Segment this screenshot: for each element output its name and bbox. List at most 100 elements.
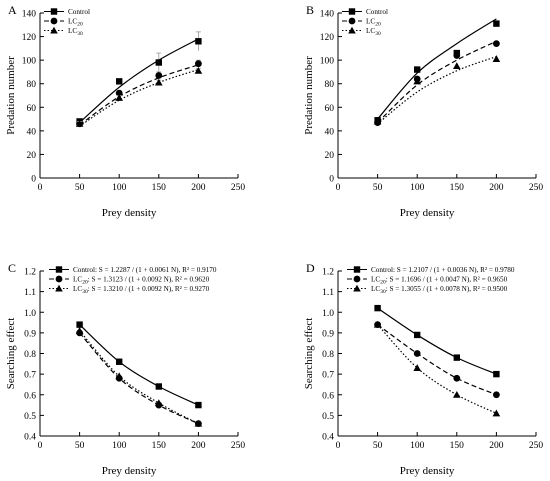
data-point <box>493 370 500 378</box>
series-lc30 <box>373 55 501 125</box>
panel-letter: B <box>306 3 314 17</box>
x-tick-label: 100 <box>410 183 425 193</box>
x-tick-label: 50 <box>75 183 85 193</box>
series-line <box>377 40 497 124</box>
legend-label: LC20 <box>68 18 83 28</box>
series-lc20 <box>76 329 202 428</box>
legend-entry: LC20: S = 1.1696 / (1 + 0.0047 N), R² = … <box>347 276 508 286</box>
legend-entry: LC30: S = 1.3055 / (1 + 0.0078 N), R² = … <box>347 284 508 295</box>
x-tick-label: 250 <box>231 183 246 193</box>
y-tick-label: 1.0 <box>322 309 334 319</box>
y-tick-label: 0.8 <box>24 350 36 360</box>
panel-A: A 0 50 100 150 200 250 0 20 40 60 80 100 120 140 Prey d… <box>5 3 245 219</box>
legend-label: Control <box>68 8 90 16</box>
x-axis-label: Prey density <box>400 207 455 219</box>
data-point <box>453 52 461 59</box>
y-tick-label: 40 <box>27 127 37 137</box>
y-tick-label: 0 <box>31 175 36 185</box>
y-tick-label: 0.9 <box>322 329 334 339</box>
data-point <box>374 304 381 312</box>
panel-C: C 0 50 100 150 200 250 0.4 0.5 0.6 0.7 0.8 0.9 1.0 1.1… <box>5 261 245 477</box>
data-point <box>492 409 501 417</box>
x-tick-label: 0 <box>336 183 341 193</box>
y-tick-label: 120 <box>22 33 37 43</box>
legend-entry: Control <box>44 8 90 16</box>
y-tick-label: 1.2 <box>24 268 36 278</box>
legend-entry: LC20: S = 1.3123 / (1 + 0.0092 N), R² = … <box>49 276 210 286</box>
data-point <box>116 78 123 85</box>
data-point <box>75 327 84 334</box>
y-tick-label: 120 <box>320 33 335 43</box>
data-point <box>75 119 84 127</box>
series-line <box>79 330 199 425</box>
y-tick-label: 80 <box>325 80 335 90</box>
x-axis-label: Prey density <box>102 207 157 219</box>
panel-B: B 0 50 100 150 200 250 0 20 40 60 80 100 120 140 Prey d… <box>303 3 543 219</box>
series-lc20 <box>374 40 500 127</box>
x-tick-label: 0 <box>38 441 43 451</box>
series-line <box>79 69 199 127</box>
legend-marker <box>353 275 361 283</box>
series-line <box>377 18 497 120</box>
series-line <box>79 38 199 124</box>
x-tick-label: 250 <box>231 441 246 451</box>
x-tick-label: 200 <box>489 183 504 193</box>
legend-marker <box>353 284 361 292</box>
y-tick-label: 60 <box>325 104 335 114</box>
legend-label: LC30: S = 1.3210 / (1 + 0.0092 N), R² = … <box>73 285 210 295</box>
data-point <box>414 331 421 339</box>
x-tick-label: 150 <box>450 183 465 193</box>
x-tick-label: 200 <box>191 183 206 193</box>
data-point <box>115 89 123 97</box>
legend-marker <box>55 266 63 273</box>
data-point <box>492 55 501 62</box>
y-tick-label: 0.8 <box>322 350 334 360</box>
y-axis-label: Searching effect <box>303 318 315 390</box>
y-tick-label: 80 <box>27 80 37 90</box>
y-tick-label: 0.6 <box>322 391 334 401</box>
y-tick-label: 20 <box>27 151 37 161</box>
panel-letter: C <box>8 261 16 275</box>
legend-label: Control <box>366 8 388 16</box>
x-tick-label: 200 <box>191 441 206 451</box>
legend-label: Control: S = 1.2107 / (1 + 0.0036 N), R²… <box>371 266 515 274</box>
data-point <box>453 62 461 70</box>
data-point <box>194 66 203 74</box>
x-tick-label: 50 <box>373 183 383 193</box>
panel-letter: A <box>8 3 17 17</box>
y-tick-label: 0.4 <box>24 433 36 443</box>
legend-label: LC20: S = 1.1696 / (1 + 0.0047 N), R² = … <box>371 276 508 286</box>
legend-label: LC30 <box>68 27 83 37</box>
data-point <box>116 358 123 365</box>
legend-marker <box>50 17 58 25</box>
series-lc20 <box>374 321 500 399</box>
data-point <box>493 20 500 27</box>
x-tick-label: 150 <box>450 441 465 451</box>
x-tick-label: 150 <box>152 441 167 451</box>
legend-marker <box>348 17 356 25</box>
y-tick-label: 20 <box>325 151 335 161</box>
data-point <box>155 383 162 390</box>
y-tick-label: 0.4 <box>322 433 334 443</box>
legend-marker <box>348 26 356 34</box>
data-point <box>115 94 123 101</box>
series-control <box>374 304 500 378</box>
data-point <box>453 374 461 382</box>
y-tick-label: 0.9 <box>24 329 36 339</box>
data-point <box>76 321 83 328</box>
legend-label: Control: S = 1.2287 / (1 + 0.0061 N), R²… <box>73 266 217 274</box>
series-lc20 <box>76 59 202 128</box>
x-axis-label: Prey density <box>102 465 157 477</box>
data-point <box>155 59 162 66</box>
data-point <box>453 354 460 361</box>
data-point <box>413 350 421 357</box>
series-line <box>79 324 199 406</box>
data-point <box>493 391 500 399</box>
y-tick-label: 100 <box>22 57 37 67</box>
data-point <box>373 320 382 328</box>
y-tick-label: 0.7 <box>322 371 334 381</box>
series-control <box>374 18 500 124</box>
data-point <box>414 66 421 73</box>
series-line <box>377 307 497 375</box>
